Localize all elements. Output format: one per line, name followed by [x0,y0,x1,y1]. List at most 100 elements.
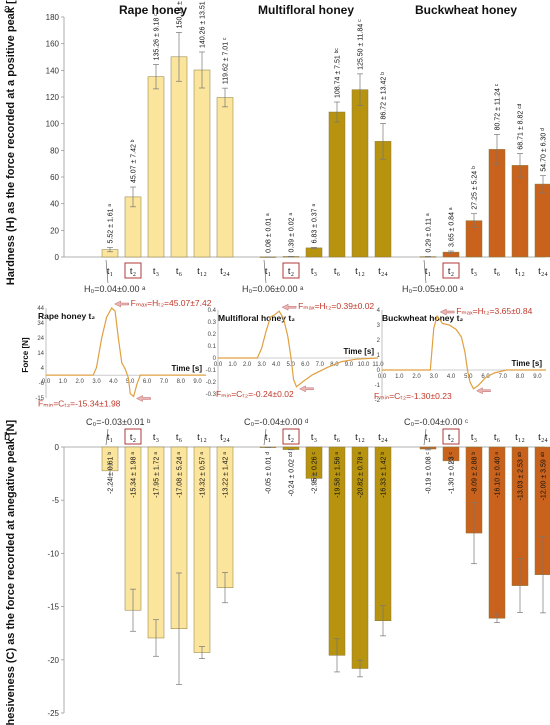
value-label: 0.29 ± 0.11 ᵃ [426,213,433,252]
value-label: 140.26 ± 13.51 ᶜ [200,0,207,48]
panel-letter: a [4,3,11,15]
y-tick-label: 160 [46,40,60,49]
inset-y-tick-label: -1 [375,383,381,389]
inset-x-tick-label: 7.0 [499,374,508,380]
y-tick-label: 120 [46,93,60,102]
panel-letter: b [4,431,10,443]
force-curve [218,310,379,388]
inset-y-tick-label: 0.1 [208,344,217,350]
inset-x-tick-label: 0.0 [378,374,387,380]
inset-x-tick-label: 2.0 [243,362,252,368]
min-force-label: Fₘᵢₙ=Cₜ₂=-15.34±1.98 [38,398,121,408]
value-label: 80.72 ± 11.24 ᶜ [495,83,502,130]
value-label: 6.83 ± 0.37 ᵃ [312,203,319,243]
category-label: t₂₄ [538,432,548,443]
value-label: -19.58 ± 1.56 ᵃ [335,452,342,498]
y-axis-label: Cohesiveness (C) as the force recorded a… [5,420,17,725]
inset-x-tick-label: 6.0 [143,379,152,385]
control-leader-line [423,428,427,446]
value-label: -16.33 ± 1.42 ᵇ [381,452,388,498]
value-label: 5.52 ± 1.61 ᵃ [108,204,115,244]
value-label: 0.39 ± 0.02 ᵃ [289,213,296,253]
inset-x-tick-label: 11.0 [372,362,384,368]
inset-title: Rape honey t₂ [38,311,95,321]
min-arrow-icon [298,385,314,393]
category-label: t₃ [153,432,159,443]
inset-x-tick-label: 5.0 [126,379,135,385]
force-curve [382,314,546,390]
y-axis-label: Hardness (H) as the force recorded at a … [5,0,17,285]
highlight-box [124,428,142,445]
y-tick-label: 20 [50,226,59,235]
bar [193,69,211,258]
inset-x-tick-label: 9.0 [533,374,542,380]
y-tick-label: -25 [47,709,59,718]
value-label: -19.32 ± 0.57 ᵃ [200,452,207,498]
max-arrow-icon [439,308,455,316]
category-label: t₁ [425,266,431,277]
y-tick-label: 0 [55,253,60,262]
y-tick-label: 60 [50,173,59,182]
category-label: t₁₂ [197,432,207,443]
inset-y-tick-label: 3 [377,323,381,329]
inset-x-tick-label: 4.0 [109,379,118,385]
category-label: t₆ [176,432,183,443]
group-title: Rape honey [119,3,187,17]
category-label: t₁ [425,432,431,443]
category-label: t₂₄ [220,266,230,277]
category-label: t₂₄ [378,432,388,443]
category-label: t₆ [334,266,341,277]
control-label: C₀=-0.03±0.01 ᵇ [86,417,151,427]
y-tick-label: 100 [46,120,60,129]
panel-b-cohesiveness-chart: b 0 -5 -10 -15 -20 -25 Cohesiveness (C) as the … [4,417,550,725]
category-label: t₃ [153,266,159,277]
y-tick-label: -20 [47,656,59,665]
value-label: -12.00 ± 3.59 ᵃᵇ [541,452,548,501]
inset-y-tick-label: 0.2 [208,332,217,338]
value-label: 0.08 ± 0.01 ᵃ [266,213,273,253]
inset-x-tick-label: 10.0 [358,362,370,368]
bar [511,165,529,258]
inset-x-tick-label: 3.0 [257,362,266,368]
y-tick-label: -10 [47,549,59,558]
inset-y-tick-label: -15 [35,396,44,402]
inset-y-tick-label: 14 [37,351,44,357]
min-force-label: Fₘᵢₙ=Cₜ₂=-0.24±0.02 [216,389,294,399]
category-label: t₃ [471,266,477,277]
value-label: -13.03 ± 2.53 ᵃᵇ [518,452,525,501]
category-label: t₂₄ [378,266,388,277]
inset-x-tick-label: 3.0 [92,379,101,385]
min-arrow-icon [475,387,491,395]
value-label: -13.22 ± 1.42 ᵃ [223,452,230,498]
control-leader-line [263,428,267,446]
value-label: -1.30 ± 0.23 ᶜ [449,451,456,493]
value-label: 150.14 ± 18.35 ᶜ [177,0,184,28]
category-label: t₁ [265,266,271,277]
bar [170,56,188,258]
value-label: 68.71 ± 8.82 ᶜᵈ [518,103,525,149]
control-label: C₀=-0.04±0.00 ᵈ [244,417,309,427]
category-label: t₆ [494,266,501,277]
category-label: t₃ [311,266,317,277]
value-label: -20.82 ± 0.78 ᵃ [358,452,365,498]
control-leader-line [263,259,267,284]
y-tick-label: -15 [47,603,59,612]
inset-x-tick-label: 0.0 [214,362,223,368]
y-tick-label: 80 [50,146,59,155]
inset-y-tick-label: 34 [37,321,44,327]
control-leader-line [105,428,109,446]
bar [328,111,346,258]
inset-y-tick-label: 2 [377,338,381,344]
category-label: t₁ [265,432,271,443]
category-label: t₂ [130,432,136,443]
bar [216,97,234,258]
highlight-box [442,262,460,279]
category-label: t₃ [471,432,477,443]
inset-x-axis-label: Time [s] [171,364,202,373]
max-force-label: Fₘₐₓ=Hₜ₂=3.65±0.84 [456,306,532,316]
value-label: -17.95 ± 1.72 ᵃ [154,452,161,498]
control-label: H₀=0.06±0.00 ᵃ [242,284,304,294]
inset-y-tick-label: 44 [37,306,44,312]
